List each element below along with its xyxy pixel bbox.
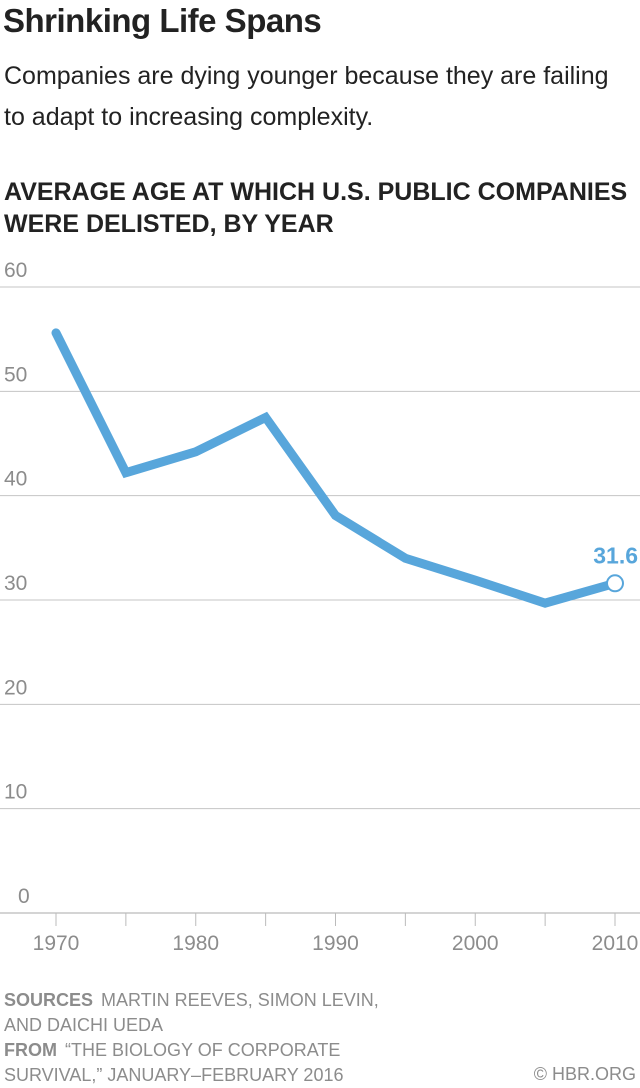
x-tick-label: 1970 <box>33 932 80 955</box>
y-tick-label: 20 <box>4 676 27 699</box>
data-line <box>51 328 620 608</box>
chart-title: AVERAGE AGE AT WHICH U.S. PUBLIC COMPANI… <box>4 178 628 238</box>
x-tick-label: 2000 <box>452 932 499 955</box>
x-tick-label: 1980 <box>172 932 219 955</box>
page-subtitle: Companies are dying younger because they… <box>4 62 609 131</box>
from-note: FROM “THE BIOLOGY OF CORPORATE SURVIVAL,”… <box>4 1038 404 1088</box>
data-point-last <box>606 574 624 593</box>
chart-footer: SOURCES MARTIN REEVES, SIMON LEVIN, AND D… <box>4 988 404 1088</box>
y-tick-label: 30 <box>4 572 27 595</box>
copyright: © HBR.ORG <box>533 1064 636 1084</box>
y-tick-label: 0 <box>18 885 30 908</box>
data-label: 31.6 <box>593 542 638 568</box>
x-tick-label: 1990 <box>312 932 359 955</box>
line-chart: 0 10 20 30 40 50 60 1970 1980 1990 2000 2010 31.6 <box>0 259 640 955</box>
sources-note: SOURCES MARTIN REEVES, SIMON LEVIN, AND D… <box>4 988 404 1038</box>
y-tick-label: 60 <box>4 259 27 282</box>
y-tick-label: 50 <box>4 363 27 386</box>
x-tick-label: 2010 <box>592 932 639 955</box>
y-tick-label: 10 <box>4 781 27 804</box>
sources-text: MARTIN REEVES, SIMON LEVIN, AND DAICHI U… <box>4 990 379 1035</box>
from-label: FROM <box>4 1040 57 1060</box>
from-text: “THE BIOLOGY OF CORPORATE SURVIVAL,” JAN… <box>4 1040 344 1085</box>
y-tick-label: 40 <box>4 468 27 491</box>
page-title: Shrinking Life Spans <box>3 2 322 39</box>
sources-label: SOURCES <box>4 990 94 1010</box>
